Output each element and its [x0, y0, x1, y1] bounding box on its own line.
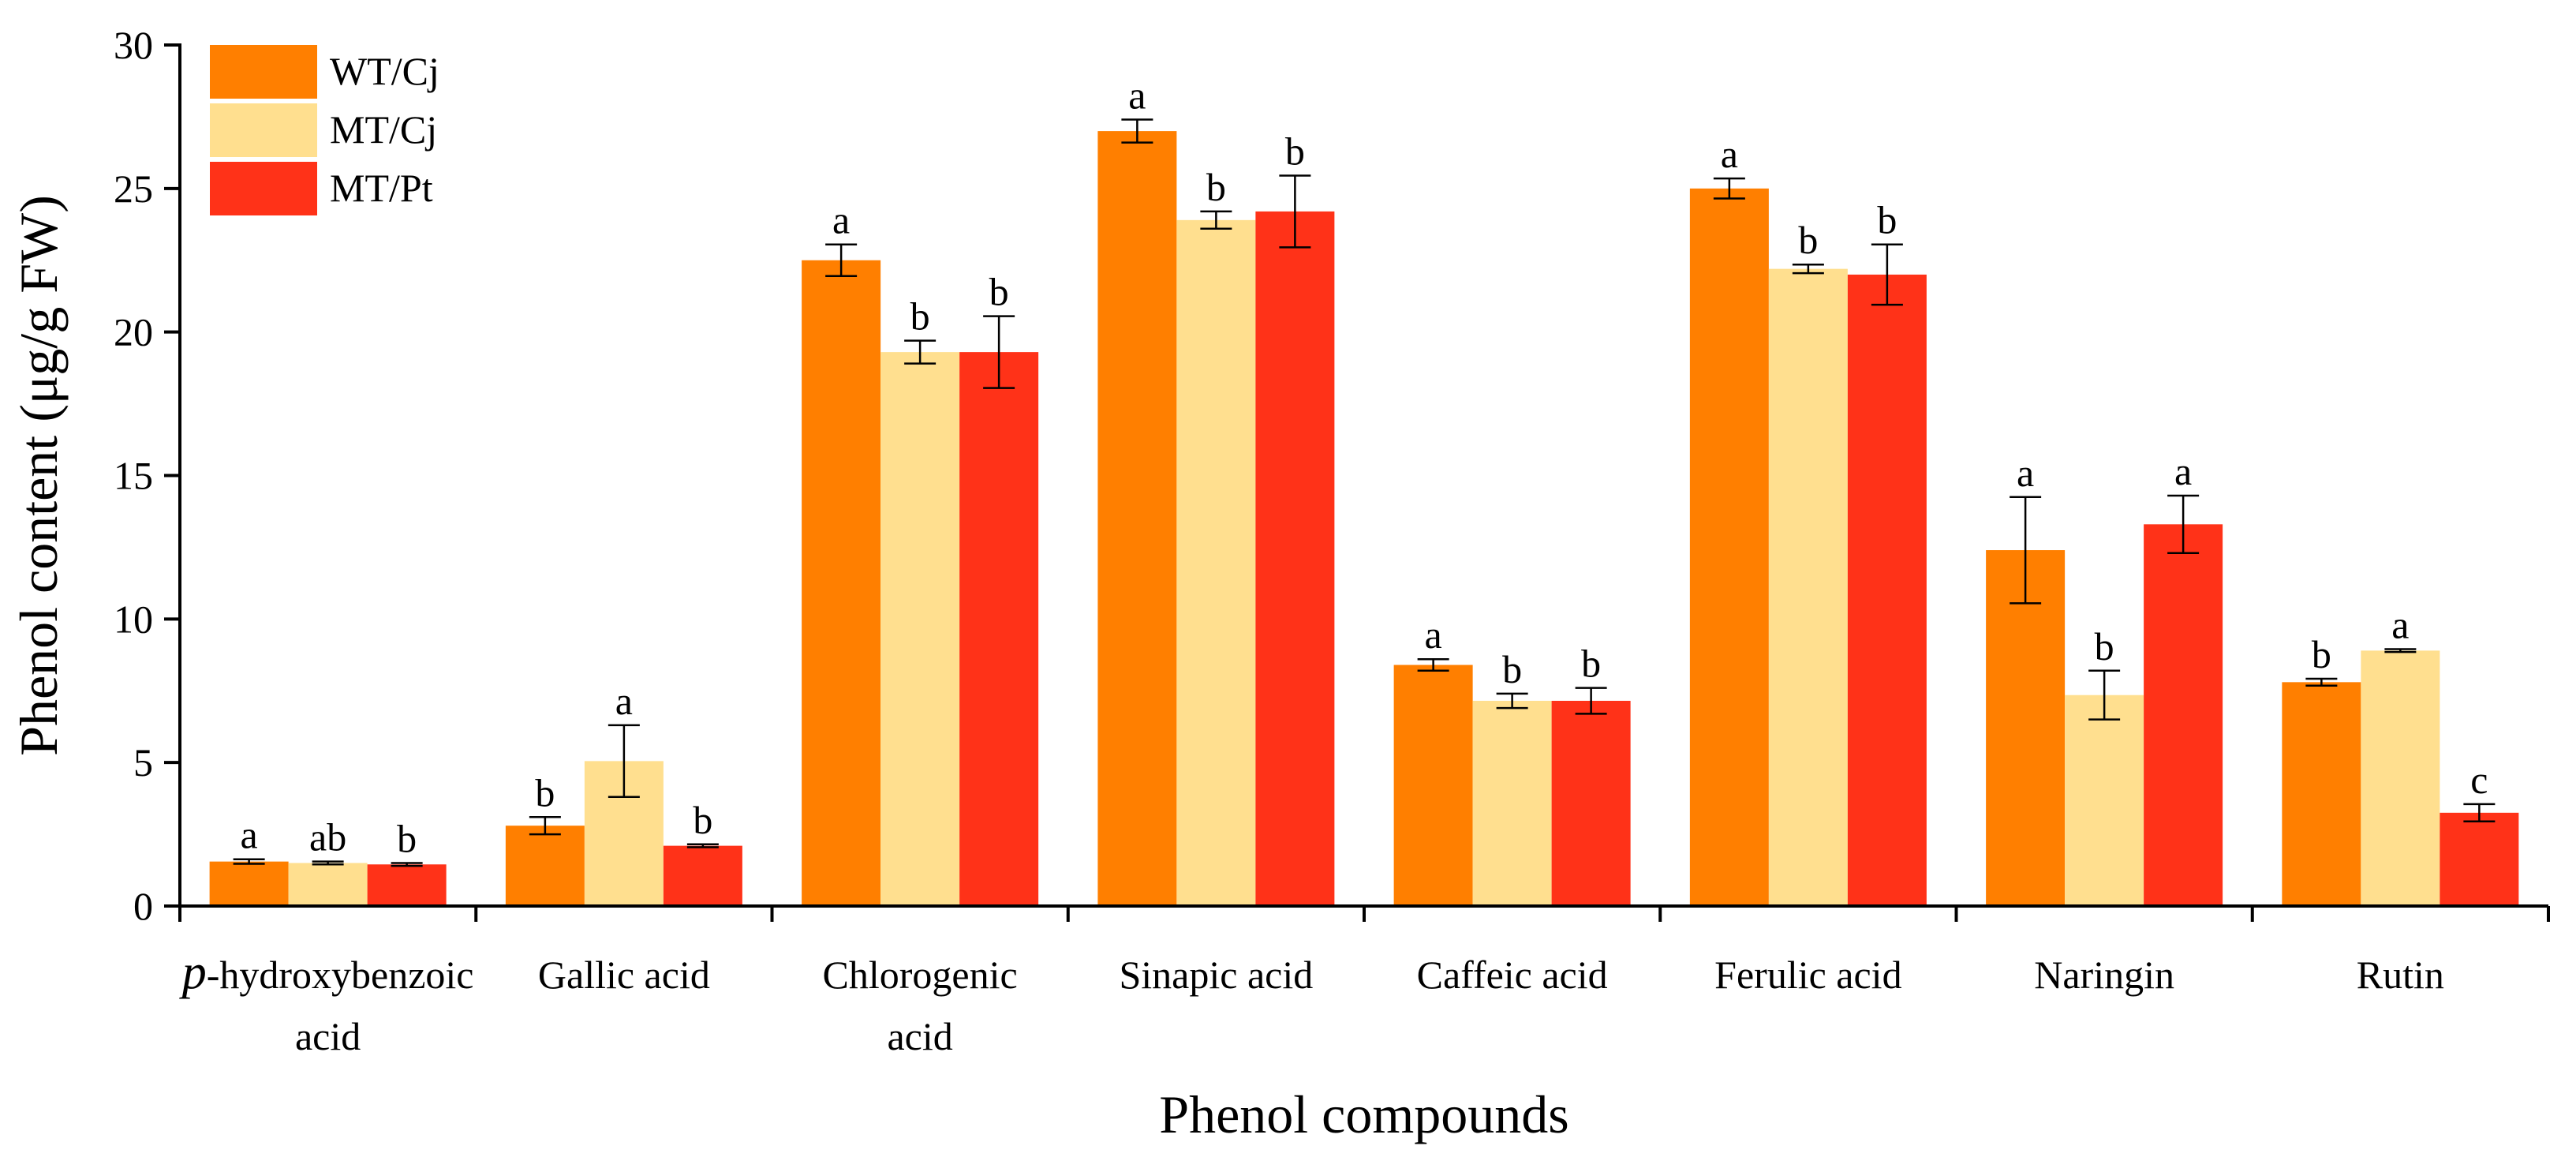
x-axis-title: Phenol compounds	[1159, 1084, 1568, 1144]
x-category-label: acid	[887, 1014, 952, 1058]
significance-letter: b	[1285, 129, 1305, 173]
legend-swatch	[210, 45, 317, 99]
significance-letter: c	[2470, 758, 2488, 802]
legend-swatch	[210, 103, 317, 157]
bar	[1097, 131, 1177, 907]
significance-letter: b	[1877, 198, 1897, 242]
significance-letter: b	[693, 798, 712, 842]
x-category-label: Chlorogenic	[823, 953, 1018, 997]
y-tick-label: 10	[114, 597, 153, 641]
significance-letter: ab	[309, 815, 346, 859]
bar	[1255, 211, 1335, 907]
bar	[1472, 700, 1552, 906]
x-category-label: Ferulic acid	[1714, 953, 1901, 997]
bar	[1689, 188, 1769, 907]
bar	[1551, 700, 1631, 906]
bar	[1176, 219, 1256, 906]
bar	[2440, 812, 2519, 906]
significance-letter: b	[1206, 165, 1226, 209]
y-tick-label: 30	[114, 23, 153, 67]
bar	[209, 861, 289, 906]
significance-letter: a	[832, 198, 850, 242]
significance-letter: a	[1128, 73, 1146, 118]
y-tick-label: 5	[133, 740, 153, 784]
significance-letter: a	[2174, 449, 2192, 493]
significance-letter: b	[910, 294, 930, 339]
significance-letter: a	[1721, 132, 1738, 176]
bar	[959, 352, 1039, 907]
significance-letter: a	[615, 679, 633, 723]
x-category-label: acid	[295, 1014, 361, 1058]
y-tick-label: 20	[114, 310, 153, 354]
legend-label: MT/Cj	[330, 107, 437, 152]
significance-letter: b	[1581, 642, 1601, 686]
bar	[2065, 695, 2144, 906]
bar	[663, 845, 742, 906]
significance-letter: b	[2095, 624, 2114, 668]
x-category-label: p-hydroxybenzoic	[179, 945, 474, 999]
legend-label: WT/Cj	[330, 49, 439, 93]
significance-letter: b	[2312, 632, 2331, 676]
bar	[1847, 274, 1927, 906]
bar	[2361, 650, 2440, 906]
y-tick-label: 25	[114, 167, 153, 211]
x-category-label: Sinapic acid	[1119, 953, 1313, 997]
bar	[367, 864, 447, 906]
x-category-label: Naringin	[2034, 953, 2174, 997]
bar	[288, 863, 368, 906]
significance-letter: a	[2017, 451, 2034, 495]
y-axis-title: Phenol content (μg/g FW)	[9, 195, 69, 756]
significance-letter: b	[535, 770, 555, 814]
significance-letter: a	[1425, 612, 1442, 657]
bar	[880, 352, 960, 907]
bar	[1986, 550, 2066, 906]
legend-label: MT/Pt	[330, 166, 433, 210]
y-tick-label: 15	[114, 454, 153, 498]
x-category-label: Caffeic acid	[1417, 953, 1608, 997]
x-category-label: Rutin	[2357, 953, 2444, 997]
bar	[505, 826, 585, 906]
significance-letter: b	[397, 816, 417, 860]
bar	[1768, 268, 1848, 906]
x-category-label: Gallic acid	[538, 953, 710, 997]
bar	[2282, 682, 2361, 906]
bar	[2144, 524, 2223, 906]
significance-letter: a	[2391, 603, 2409, 647]
significance-letter: b	[989, 270, 1009, 314]
significance-letter: a	[241, 813, 258, 857]
significance-letter: b	[1798, 218, 1818, 262]
bar	[802, 260, 881, 906]
bar	[1393, 665, 1473, 906]
legend-swatch	[210, 162, 317, 215]
y-tick-label: 0	[133, 884, 153, 928]
significance-letter: b	[1502, 647, 1522, 691]
